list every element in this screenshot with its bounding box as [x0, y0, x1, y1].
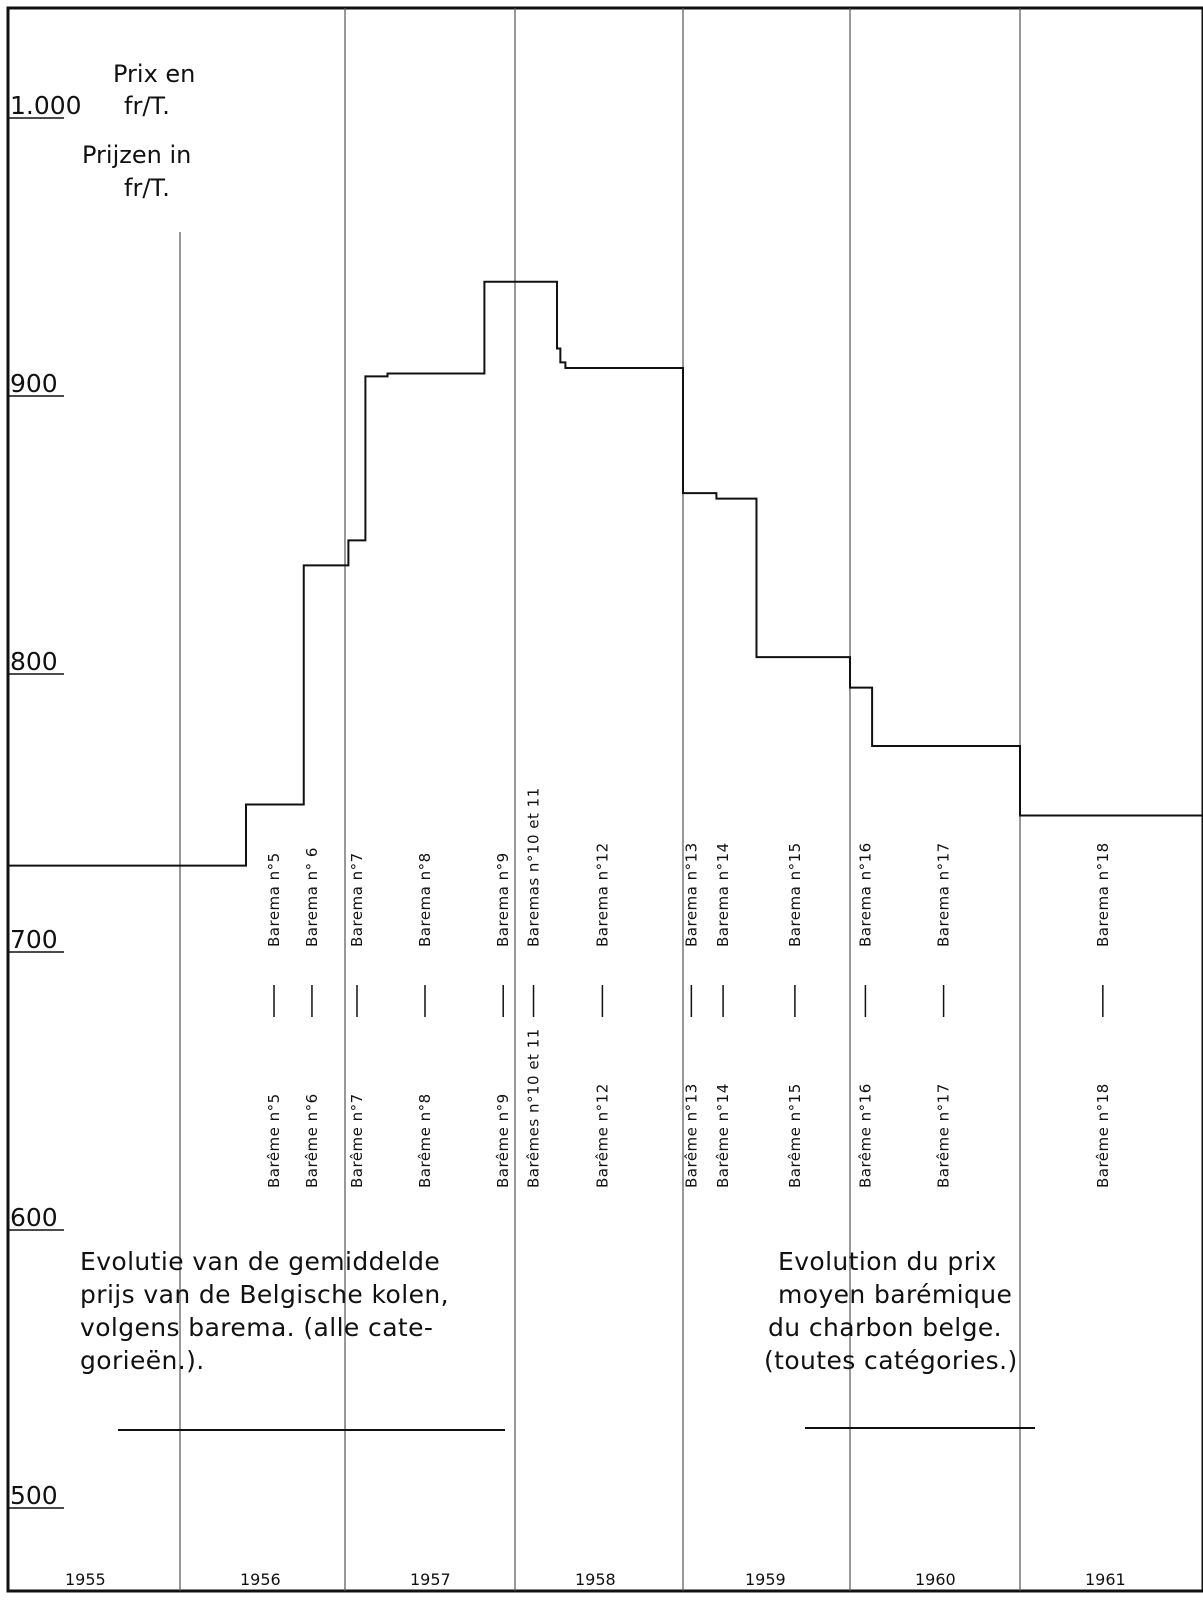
- barema-label-nl: Barema n°17: [935, 842, 953, 947]
- barema-label-nl: Barema n°9: [494, 852, 512, 947]
- caption-fr-line: moyen barémique: [778, 1280, 1012, 1309]
- barema-label-nl: Barema n°12: [593, 842, 611, 947]
- year-label: 1959: [745, 1570, 786, 1589]
- bareme-label-fr: Barême n°9: [494, 1093, 512, 1188]
- y-tick-label: 600: [10, 1203, 58, 1232]
- year-label: 1961: [1085, 1570, 1126, 1589]
- caption-fr-line: du charbon belge.: [768, 1313, 1002, 1342]
- bareme-label-fr: Barêmes n°10 et 11: [525, 1028, 543, 1188]
- caption-nl-line: Evolutie van de gemiddelde: [80, 1247, 440, 1276]
- y-axis-title-line: fr/T.: [124, 174, 170, 202]
- caption-fr-line: Evolution du prix: [778, 1247, 997, 1276]
- y-axis-title-line: Prix en: [113, 60, 195, 88]
- barema-label-nl: Barema n°15: [786, 842, 804, 947]
- year-label: 1960: [915, 1570, 956, 1589]
- y-tick-label: 900: [10, 369, 58, 398]
- y-tick-label: 500: [10, 1481, 58, 1510]
- barema-label-nl: Barema n°18: [1094, 842, 1112, 947]
- bareme-label-fr: Barême n°17: [935, 1083, 953, 1188]
- year-label: 1958: [575, 1570, 616, 1589]
- caption-nl-line: volgens barema. (alle cate-: [80, 1313, 433, 1342]
- caption-nl-line: gorieën.).: [80, 1346, 205, 1375]
- bareme-label-fr: Barême n°16: [856, 1083, 874, 1188]
- y-tick-label: 800: [10, 647, 58, 676]
- barema-label-nl: Barema n°7: [348, 852, 366, 947]
- y-tick-label: 1.000: [10, 91, 82, 120]
- year-label: 1956: [240, 1570, 281, 1589]
- barema-label-nl: Barema n°8: [416, 852, 434, 947]
- caption-fr-line: (toutes catégories.): [764, 1346, 1018, 1375]
- bareme-label-fr: Barême n°15: [786, 1083, 804, 1188]
- year-label: 1955: [65, 1570, 106, 1589]
- year-label: 1957: [410, 1570, 451, 1589]
- y-tick-label: 700: [10, 925, 58, 954]
- bareme-label-fr: Barême n°13: [682, 1083, 700, 1188]
- bareme-label-fr: Barême n°8: [416, 1093, 434, 1188]
- bareme-label-fr: Barême n°5: [265, 1093, 283, 1188]
- bareme-label-fr: Barême n°14: [714, 1083, 732, 1188]
- bareme-label-fr: Barême n°12: [593, 1083, 611, 1188]
- bareme-label-fr: Barême n°7: [348, 1093, 366, 1188]
- y-axis-title-line: fr/T.: [124, 92, 170, 120]
- bareme-label-fr: Barême n°18: [1094, 1083, 1112, 1188]
- price-step-line: [8, 280, 1203, 867]
- caption-nl-line: prijs van de Belgische kolen,: [80, 1280, 449, 1309]
- barema-label-nl: Barema n° 6: [303, 847, 321, 947]
- barema-label-nl: Barema n°13: [682, 842, 700, 947]
- barema-label-nl: Barema n°14: [714, 842, 732, 947]
- barema-label-nl: Barema n°16: [856, 842, 874, 947]
- barema-label-nl: Baremas n°10 et 11: [525, 787, 543, 947]
- barema-label-nl: Barema n°5: [265, 852, 283, 947]
- chart-frame: [6, 6, 1203, 1593]
- y-axis-title-line: Prijzen in: [82, 141, 191, 169]
- bareme-label-fr: Barême n°6: [303, 1093, 321, 1188]
